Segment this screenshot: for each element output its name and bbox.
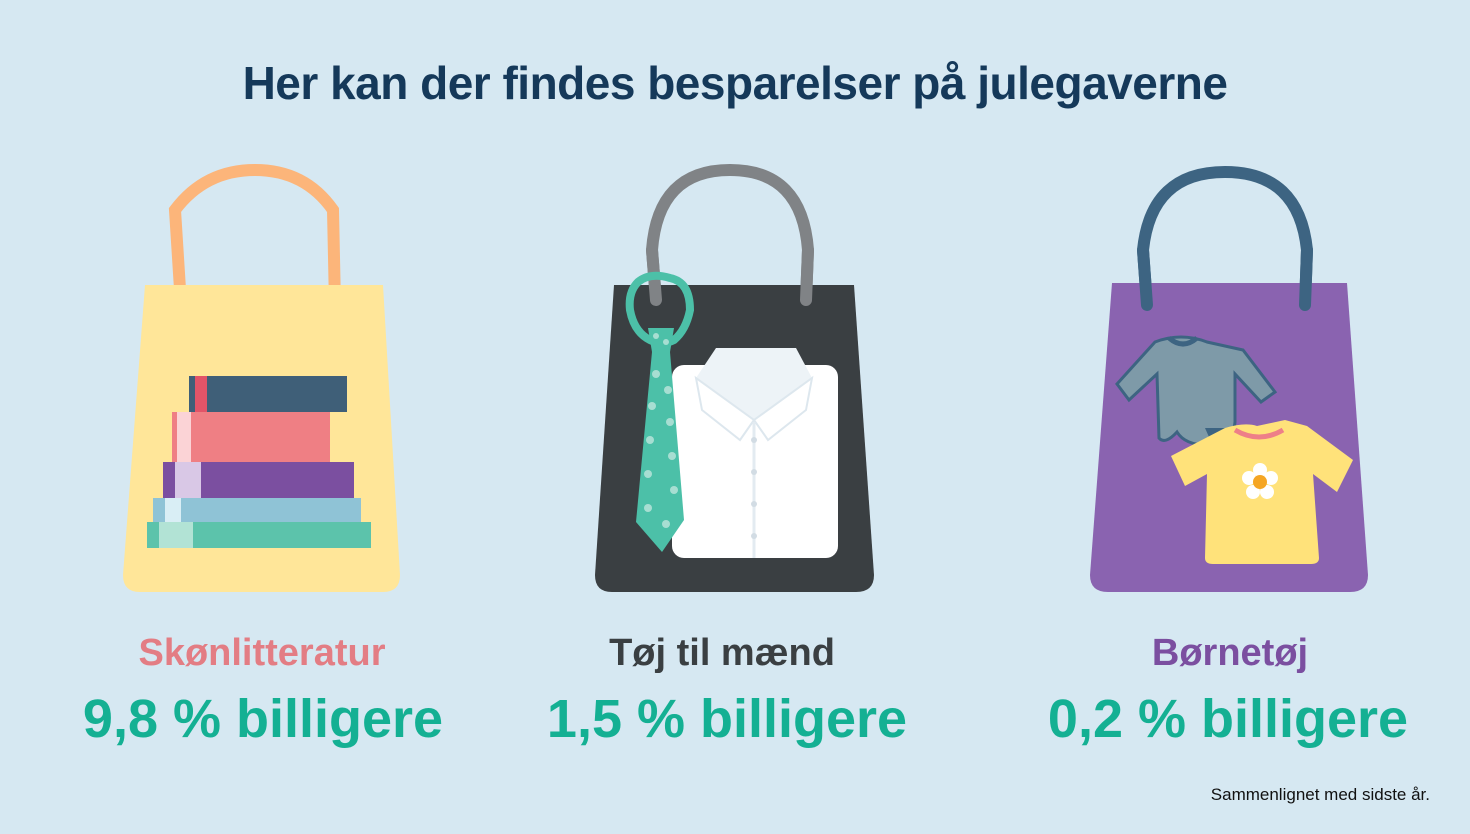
value-label-fiction: 9,8 % billigere xyxy=(82,689,444,749)
page-title: Her kan der findes besparelser på julega… xyxy=(242,57,1228,109)
category-label-kids-clothing: Børnetøj xyxy=(1151,632,1309,674)
category-label-fiction: Skønlitteratur xyxy=(138,632,386,674)
shirt-tie-bag-icon xyxy=(595,163,874,592)
books-bag-icon xyxy=(123,163,400,592)
value-label-kids-clothing: 0,2 % billigere xyxy=(1047,689,1409,749)
kids-clothes-bag-icon xyxy=(1090,165,1368,592)
value-label-mens-clothing: 1,5 % billigere xyxy=(546,689,908,749)
category-label-mens-clothing: Tøj til mænd xyxy=(609,632,835,674)
footnote: Sammenlignet med sidste år. xyxy=(1210,785,1430,804)
